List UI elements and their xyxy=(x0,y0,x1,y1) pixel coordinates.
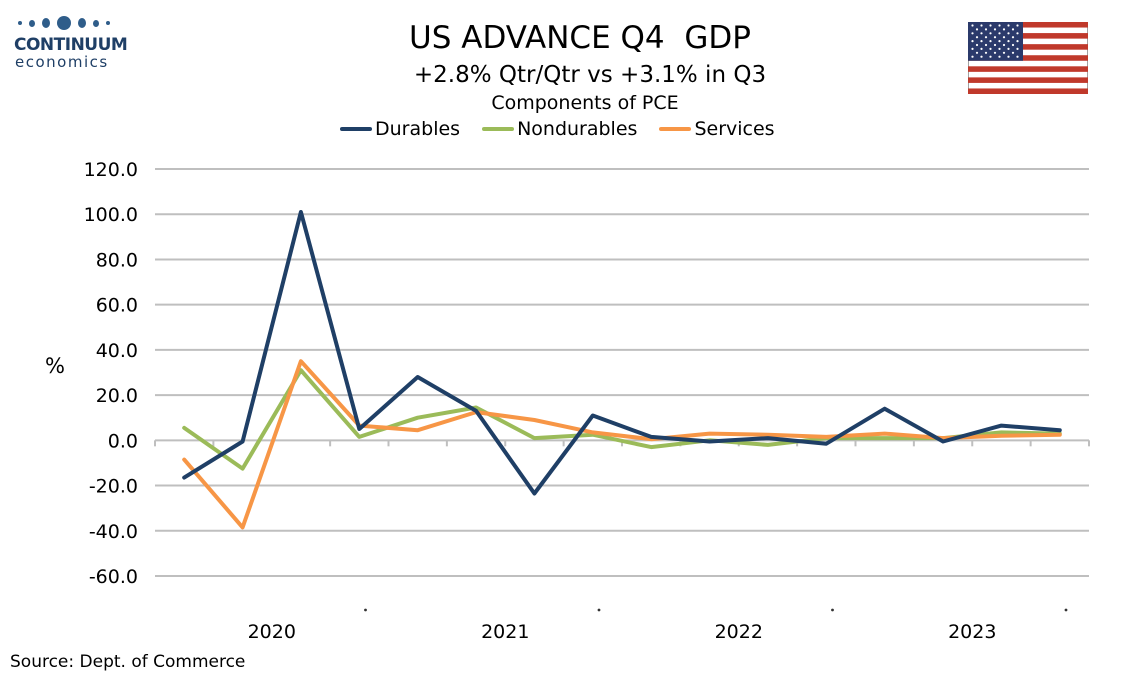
grid-layer xyxy=(155,168,1089,577)
y-tick-label: 80.0 xyxy=(96,249,138,271)
chart-title: US ADVANCE Q4 GDP xyxy=(409,20,751,56)
legend-swatch-nondurables xyxy=(482,127,515,131)
x-year-label: 2021 xyxy=(481,621,529,643)
series-line-durables xyxy=(182,210,1062,496)
y-tick-label: 20.0 xyxy=(96,385,138,407)
continuum-economics-logo: CONTINUUM economics xyxy=(14,14,134,71)
x-year-label: 2023 xyxy=(948,621,996,643)
flag-star xyxy=(1011,36,1015,39)
flag-star xyxy=(989,47,992,50)
flag-star xyxy=(998,24,1001,27)
flag-star xyxy=(1007,40,1010,43)
y-tick-label: -40.0 xyxy=(89,521,138,543)
y-tick-label: -20.0 xyxy=(89,476,138,498)
flag-star xyxy=(971,24,974,27)
flag-star xyxy=(993,36,997,39)
axis-layer: 120.0 100.0 80.0 60.0 40.0 20.0 0.0 -20.0 -40.0 -… xyxy=(84,159,1090,643)
series-line-services xyxy=(182,359,1062,530)
flag-star xyxy=(984,43,988,47)
logo-name: CONTINUUM xyxy=(14,35,128,55)
flag-star xyxy=(984,28,988,31)
flag-star xyxy=(993,28,997,31)
flag-star xyxy=(980,32,983,35)
y-tick-label: 120.0 xyxy=(84,159,138,181)
flag-star xyxy=(1007,32,1010,35)
us-flag-icon xyxy=(968,22,1088,94)
y-tick-label: 40.0 xyxy=(96,340,138,362)
flag-star xyxy=(971,32,974,35)
year-separator xyxy=(597,608,601,612)
flag-star xyxy=(1011,51,1015,54)
flag-star xyxy=(1016,55,1019,58)
y-tick-label: -60.0 xyxy=(89,566,138,588)
flag-star xyxy=(998,32,1001,35)
legend-label-nondurables: Nondurables xyxy=(517,118,638,140)
flag-star xyxy=(989,40,992,43)
flag-star xyxy=(971,55,974,58)
flag-star xyxy=(1011,28,1015,31)
flag-star xyxy=(989,55,992,58)
flag-star xyxy=(984,36,988,39)
chart-legend: Durables Nondurables Services xyxy=(340,118,775,140)
source-note: Source: Dept. of Commerce xyxy=(10,652,246,672)
flag-star xyxy=(1002,36,1006,39)
year-separator xyxy=(364,608,367,612)
flag-star xyxy=(1002,51,1006,54)
legend-item-durables: Durables xyxy=(340,118,460,140)
flag-star xyxy=(989,24,992,27)
year-separator xyxy=(831,608,834,612)
x-year-label: 2022 xyxy=(715,621,763,643)
flag-star xyxy=(980,47,983,50)
flag-star xyxy=(998,47,1001,50)
flag-star xyxy=(975,36,979,39)
y-tick-label: 0.0 xyxy=(108,430,138,452)
flag-star xyxy=(989,32,992,35)
flag-star xyxy=(1016,24,1019,27)
flag-star xyxy=(1002,43,1006,47)
legend-swatch-services xyxy=(659,127,692,131)
flag-star xyxy=(980,40,983,43)
series-layer xyxy=(182,210,1062,530)
flag-star xyxy=(971,47,974,50)
series-line-nondurables xyxy=(182,368,1062,471)
y-tick-label: 60.0 xyxy=(96,295,138,317)
flag-star xyxy=(971,40,974,43)
flag-star xyxy=(998,55,1001,58)
legend-item-services: Services xyxy=(659,118,775,140)
flag-star xyxy=(975,51,979,54)
chart-subsubtitle: Components of PCE xyxy=(491,92,679,114)
flag-star xyxy=(980,55,983,58)
y-axis-label: % xyxy=(45,354,65,378)
legend-swatch-durables xyxy=(340,127,372,131)
legend-label-durables: Durables xyxy=(375,118,461,140)
flag-star xyxy=(984,51,988,54)
flag-star xyxy=(1007,47,1010,50)
flag-star xyxy=(980,24,983,27)
flag-star xyxy=(993,51,997,54)
flag-star xyxy=(1016,40,1019,43)
y-tick-label: 100.0 xyxy=(84,204,138,226)
flag-star xyxy=(1007,55,1010,58)
x-year-label: 2020 xyxy=(248,621,296,643)
logo-dots-icon xyxy=(14,14,134,32)
legend-label-services: Services xyxy=(694,118,775,140)
flag-star xyxy=(998,40,1001,43)
year-separator xyxy=(1064,608,1068,612)
flag-star xyxy=(1016,32,1019,35)
flag-star xyxy=(1007,24,1010,27)
flag-star xyxy=(1011,43,1015,47)
flag-star xyxy=(1016,47,1019,50)
flag-star xyxy=(975,28,979,31)
flag-star xyxy=(993,43,997,47)
logo-sub: economics xyxy=(15,53,109,71)
flag-star xyxy=(975,43,979,47)
legend-item-nondurables: Nondurables xyxy=(482,118,637,140)
chart-subtitle: +2.8% Qtr/Qtr vs +3.1% in Q3 xyxy=(413,62,767,88)
flag-star xyxy=(1002,28,1006,31)
